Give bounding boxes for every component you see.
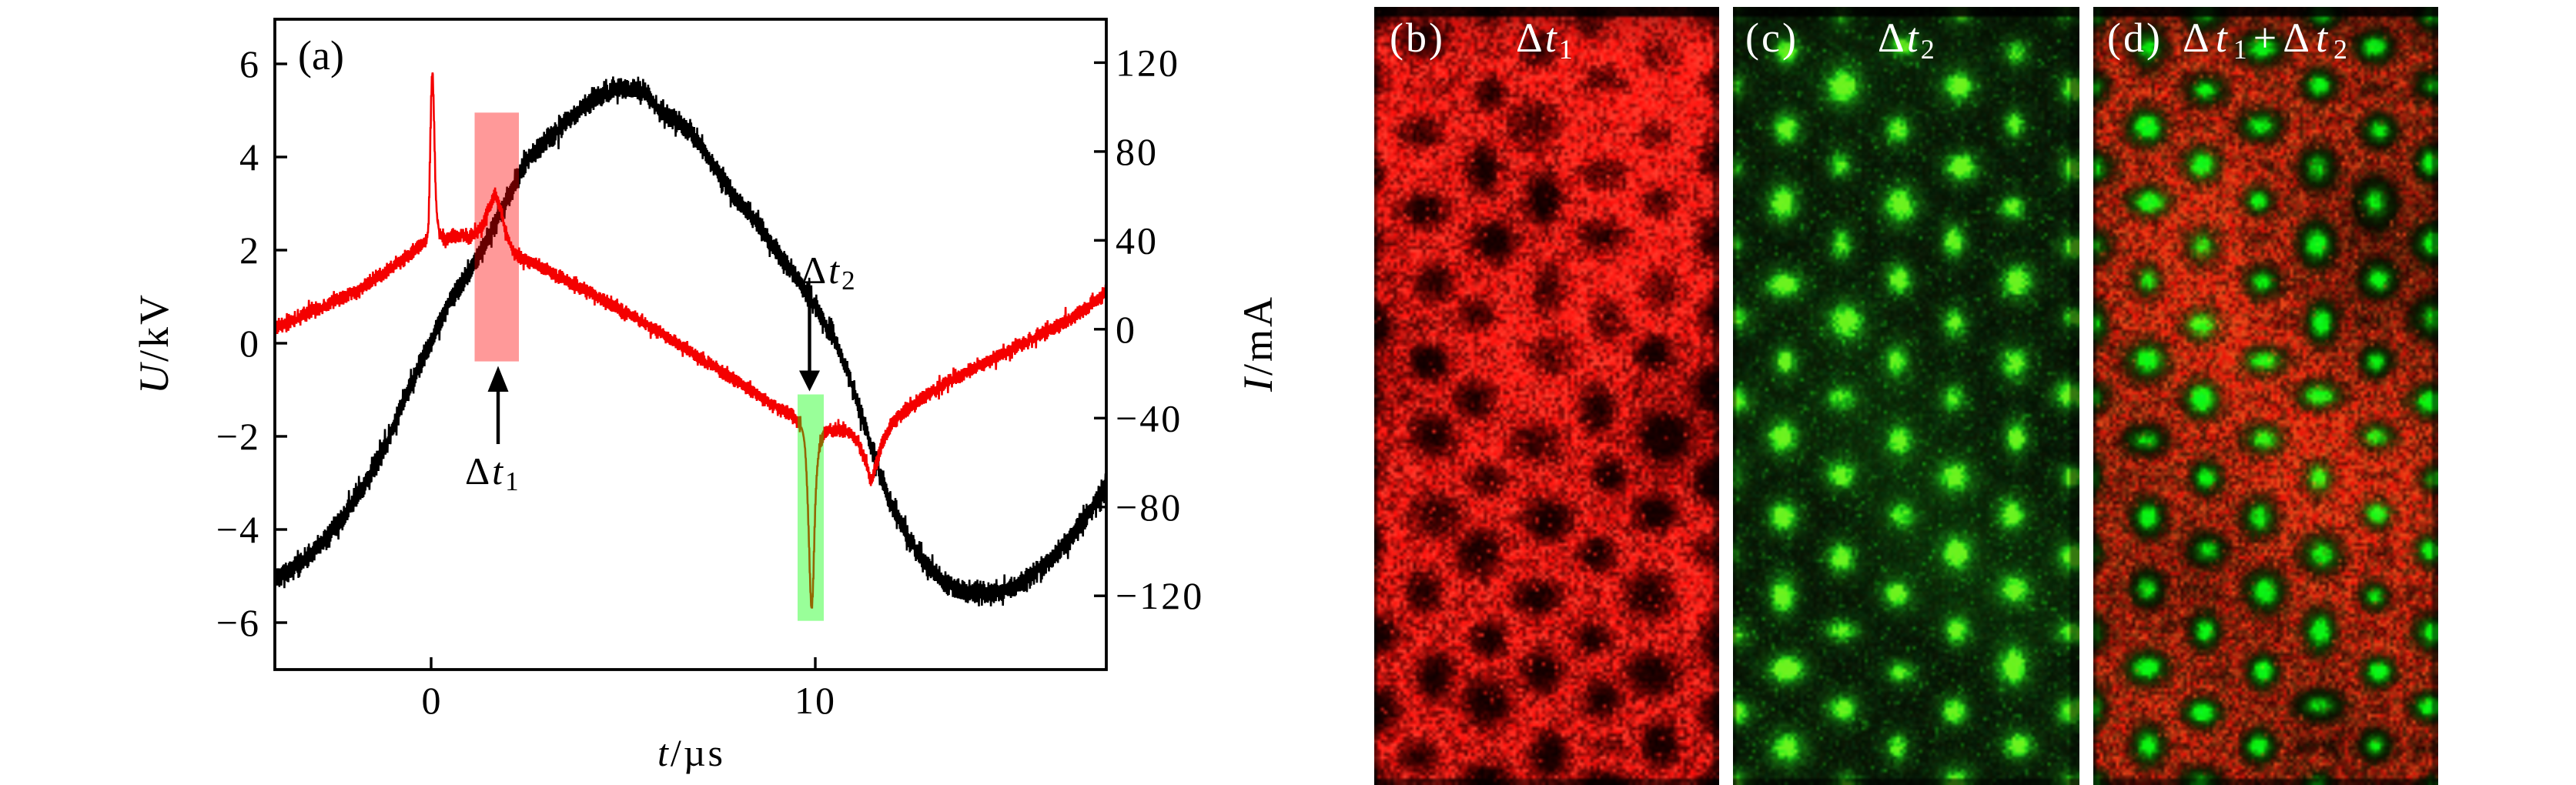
svg-text:U/kV: U/kV: [131, 292, 177, 394]
svg-text:40: 40: [1116, 219, 1159, 262]
svg-text:Δt1+Δt2: Δt1+Δt2: [2183, 15, 2354, 65]
svg-text:Δt1: Δt1: [465, 449, 521, 496]
svg-text:80: 80: [1116, 130, 1159, 173]
svg-text:I/mA: I/mA: [1235, 295, 1281, 392]
svg-text:(d): (d): [2107, 15, 2163, 61]
svg-text:2: 2: [239, 229, 260, 272]
svg-text:Δt1: Δt1: [1516, 15, 1575, 65]
svg-text:−2: −2: [216, 415, 260, 458]
svg-text:0: 0: [1116, 308, 1137, 351]
svg-text:(b): (b): [1390, 15, 1445, 61]
svg-text:0: 0: [422, 679, 441, 722]
svg-text:120: 120: [1116, 41, 1180, 84]
svg-text:(c): (c): [1745, 15, 1798, 61]
svg-text:0: 0: [239, 322, 260, 365]
svg-text:10: 10: [795, 679, 836, 722]
svg-text:t/µs: t/µs: [657, 731, 725, 774]
svg-text:Δt2: Δt2: [1878, 15, 1937, 65]
svg-text:Δt2: Δt2: [801, 249, 858, 296]
svg-text:−120: −120: [1116, 574, 1204, 617]
svg-text:−40: −40: [1116, 396, 1183, 439]
svg-text:−6: −6: [216, 601, 260, 644]
svg-text:−4: −4: [216, 508, 260, 551]
svg-text:6: 6: [239, 42, 260, 85]
svg-text:(a): (a): [298, 32, 344, 78]
svg-text:−80: −80: [1116, 486, 1183, 529]
svg-text:4: 4: [239, 135, 260, 179]
